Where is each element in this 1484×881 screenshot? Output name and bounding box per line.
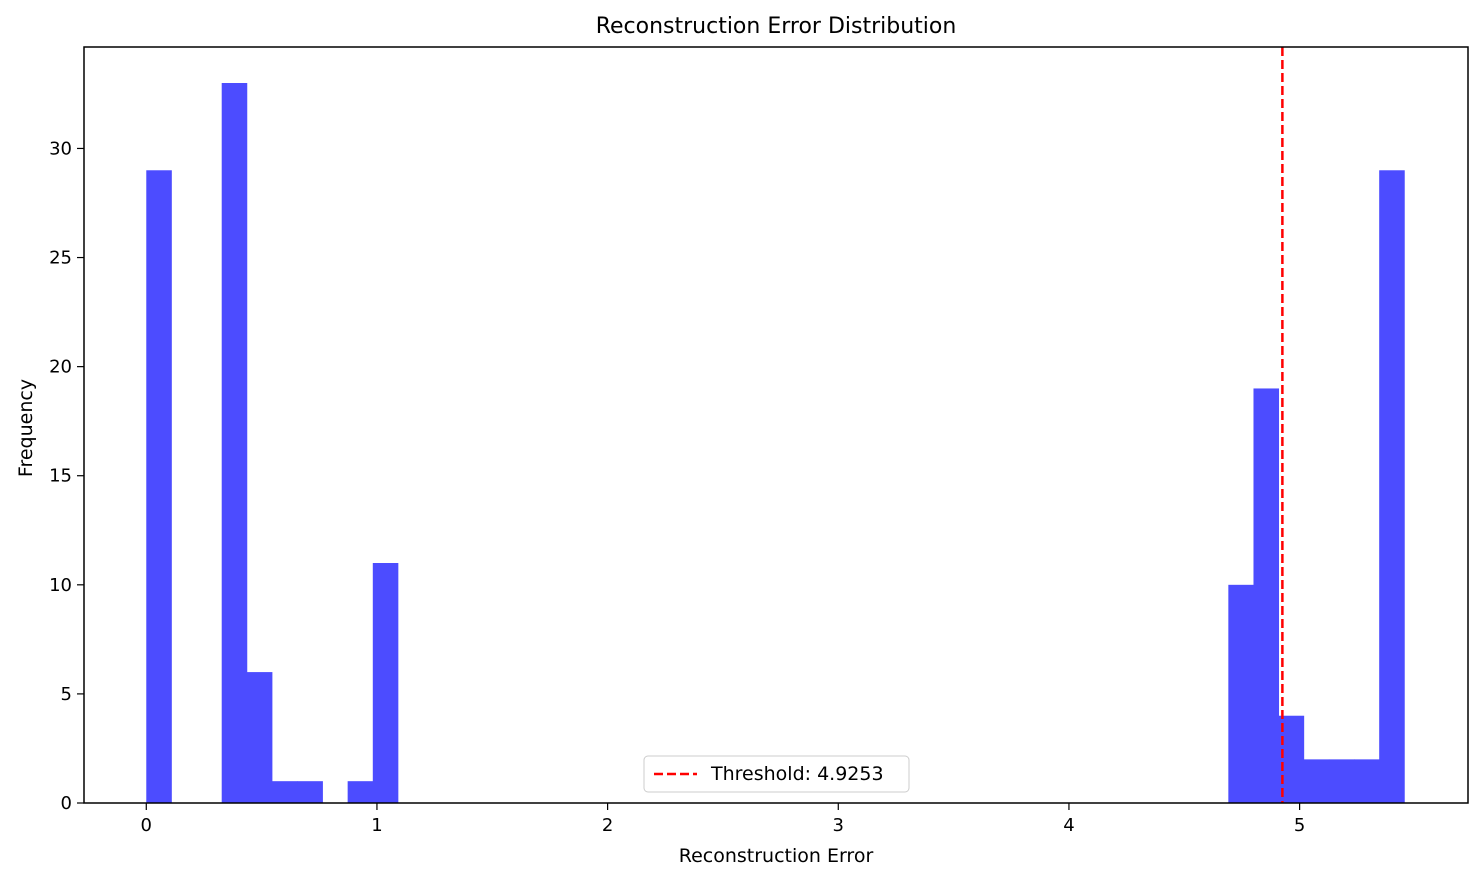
histogram-bar-9 [1253, 388, 1280, 803]
histogram-bar-12 [1328, 759, 1355, 803]
histogram-bars [146, 83, 1405, 804]
histogram-bar-6 [347, 781, 374, 803]
x-tick-label-0: 0 [141, 815, 152, 836]
y-tick-label-0: 0 [61, 793, 72, 814]
y-tick-label-5: 5 [61, 684, 72, 705]
x-tick-label-1: 1 [371, 815, 382, 836]
y-axis-ticks: 0 5 10 15 20 25 30 [49, 138, 84, 814]
histogram-bar-13 [1354, 759, 1380, 803]
y-tick-label-10: 10 [49, 575, 72, 596]
y-tick-label-15: 15 [49, 466, 72, 487]
x-tick-label-3: 3 [833, 815, 844, 836]
x-tick-label-5: 5 [1294, 815, 1305, 836]
y-tick-label-25: 25 [49, 248, 72, 269]
histogram-bar-7 [372, 563, 399, 803]
histogram-bar-8 [1228, 584, 1254, 803]
histogram-bar-4 [271, 781, 298, 803]
x-axis-label: Reconstruction Error [679, 845, 874, 867]
histogram-bar-5 [297, 781, 323, 803]
x-tick-label-4: 4 [1063, 815, 1074, 836]
histogram-bar-14 [1379, 170, 1405, 804]
y-tick-label-30: 30 [49, 138, 72, 159]
legend-threshold-label: Threshold: 4.9253 [710, 763, 884, 785]
histogram-bar-1 [146, 170, 172, 804]
plot-frame [83, 46, 1469, 804]
x-tick-label-2: 2 [602, 815, 613, 836]
legend-box [643, 755, 910, 793]
histogram-bar-3 [246, 672, 273, 803]
y-axis-label: Frequency [15, 379, 37, 477]
histogram-bar-11 [1303, 759, 1330, 803]
legend: Threshold: 4.9253 [643, 755, 910, 793]
x-axis-ticks: 0 1 2 3 4 5 [141, 803, 1305, 836]
histogram-bar-2 [221, 83, 248, 803]
y-tick-label-20: 20 [49, 357, 72, 378]
chart-title: Reconstruction Error Distribution [596, 14, 957, 39]
